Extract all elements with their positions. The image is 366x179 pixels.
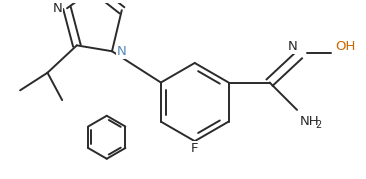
Text: N: N xyxy=(287,40,297,53)
Text: NH: NH xyxy=(300,115,320,128)
Text: OH: OH xyxy=(335,40,355,53)
Text: 2: 2 xyxy=(315,120,321,130)
Text: N: N xyxy=(52,2,62,15)
Text: N: N xyxy=(117,45,127,58)
Text: F: F xyxy=(191,142,198,156)
